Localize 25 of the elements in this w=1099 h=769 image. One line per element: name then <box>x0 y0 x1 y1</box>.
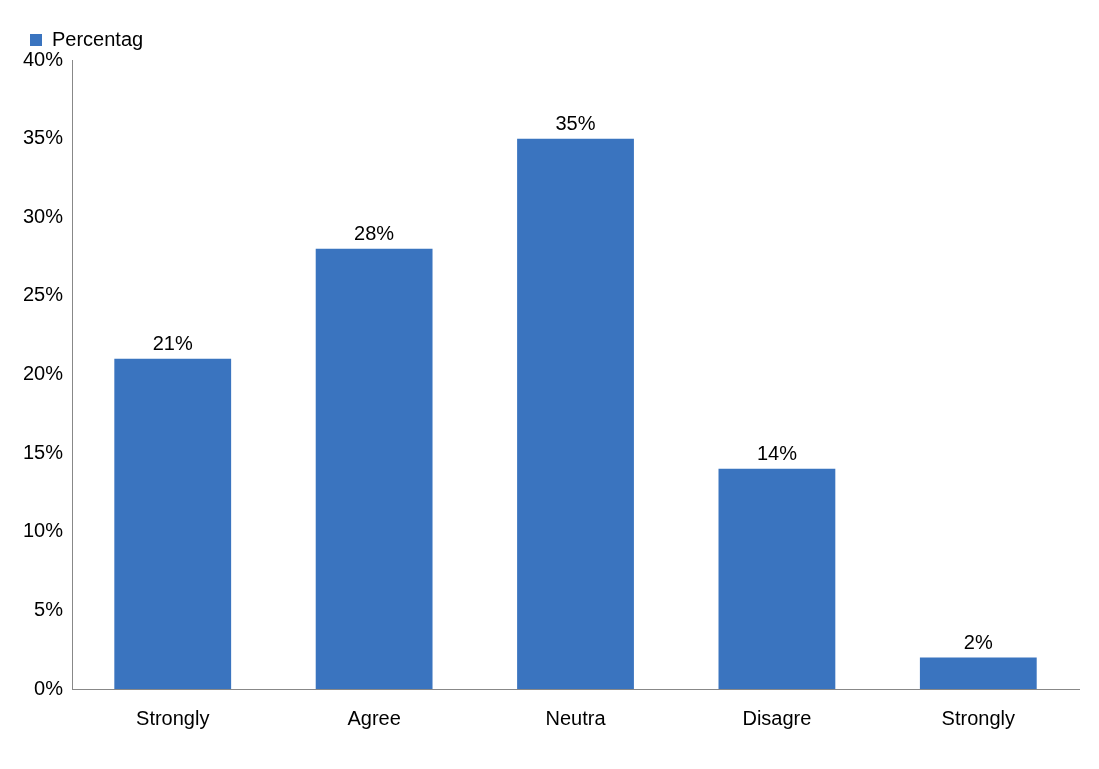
bar <box>114 358 232 689</box>
bar <box>517 138 634 689</box>
data-label: 35% <box>555 112 596 135</box>
y-tick-label: 30% <box>23 204 64 227</box>
y-tick-label: 5% <box>34 597 64 620</box>
bar <box>919 657 1037 689</box>
data-label: 28% <box>354 222 395 245</box>
x-tick-label: Strongly <box>136 706 210 729</box>
data-label: 14% <box>756 442 798 465</box>
y-tick-label: 10% <box>23 519 64 542</box>
y-tick-label: 35% <box>23 126 64 149</box>
y-tick-label: 25% <box>23 283 64 306</box>
y-tick-label: 0% <box>34 676 64 699</box>
y-tick-label: 15% <box>23 440 64 463</box>
bar <box>315 248 433 689</box>
bar <box>718 468 836 689</box>
x-tick-label: Agree <box>347 706 401 729</box>
y-tick-label: 40% <box>23 47 64 70</box>
x-tick-label: Strongly <box>941 706 1015 729</box>
legend-label: Percentag <box>52 27 144 50</box>
x-tick-label: Disagre <box>742 706 812 729</box>
data-label: 2% <box>963 631 993 654</box>
y-tick-label: 20% <box>23 362 64 385</box>
data-label: 21% <box>152 332 193 355</box>
x-tick-label: Neutra <box>545 706 607 729</box>
